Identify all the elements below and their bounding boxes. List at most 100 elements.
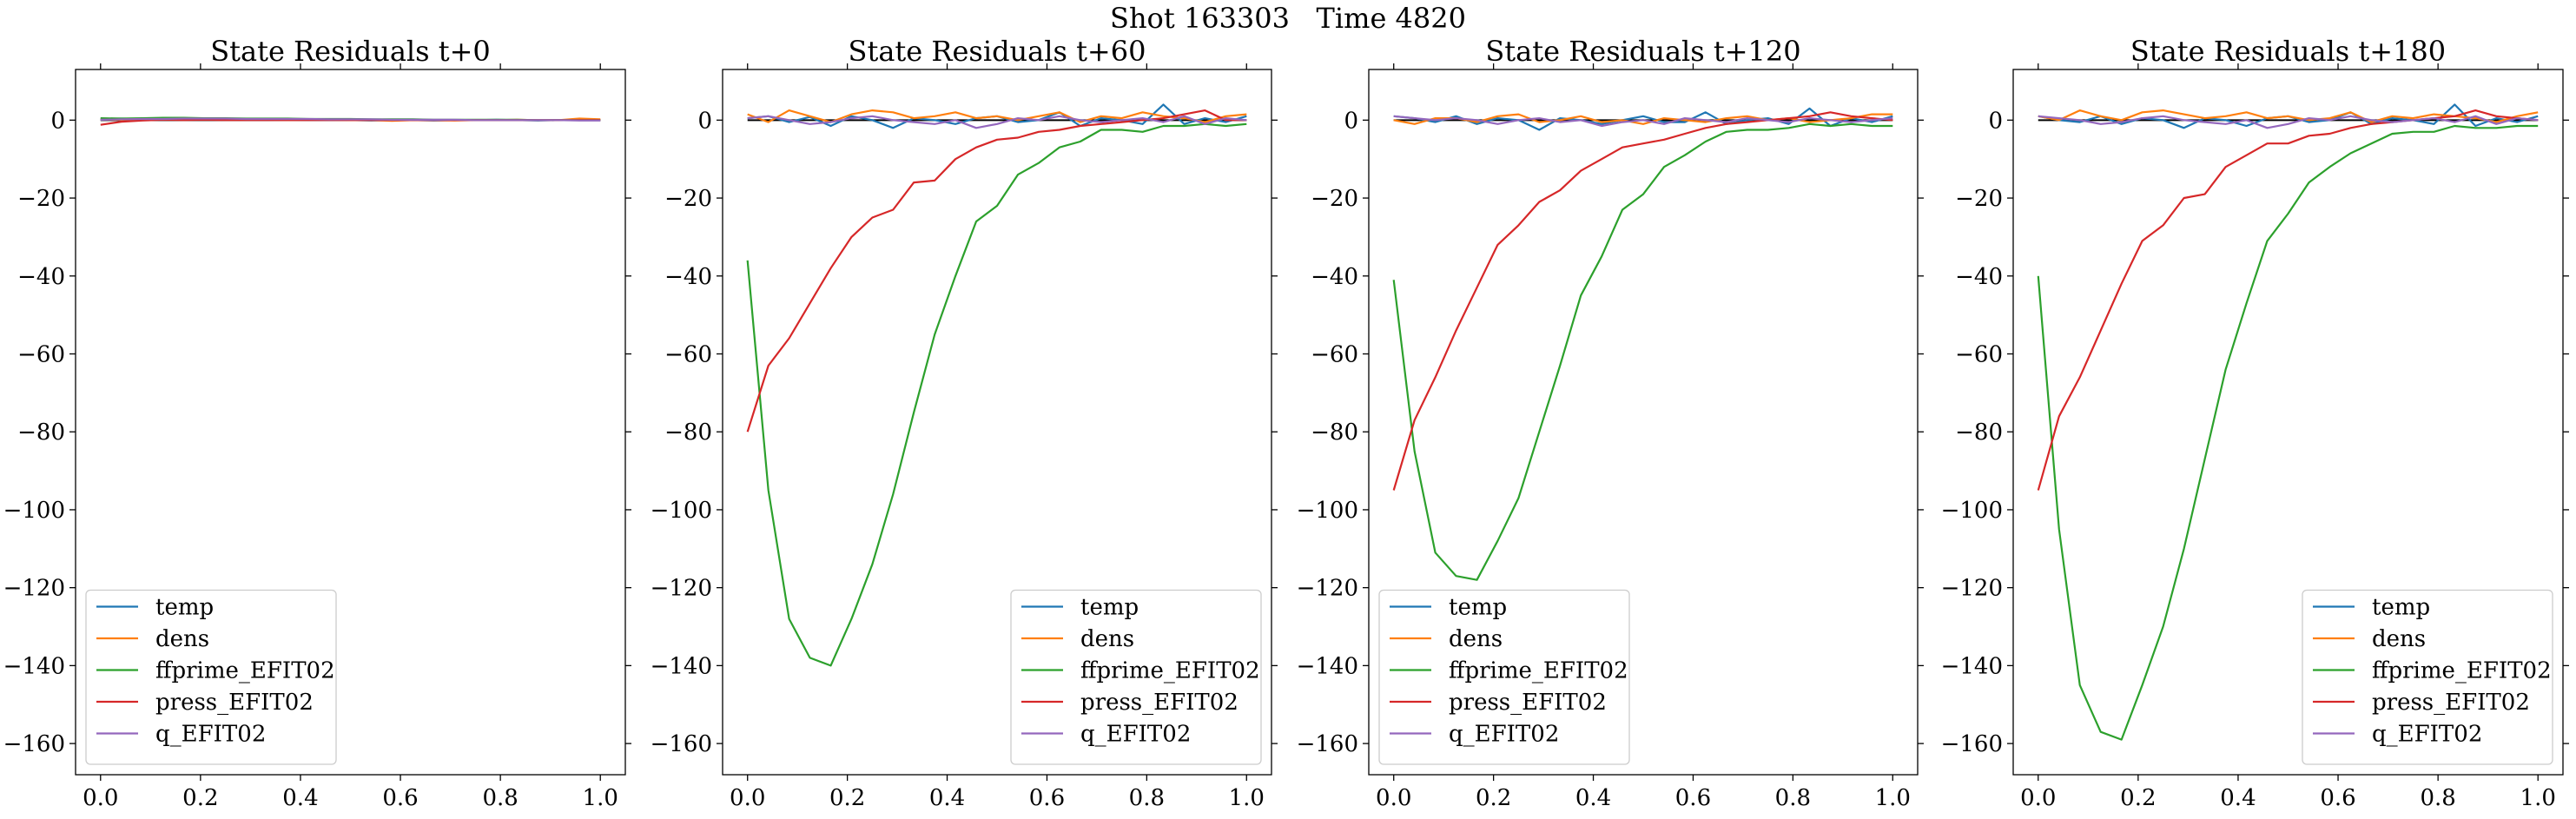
plot-frame <box>722 69 1272 776</box>
y-tick-label: −160 <box>3 731 65 757</box>
legend-frame <box>2302 589 2553 765</box>
x-tick-label: 0.0 <box>1376 785 1411 811</box>
y-tick-label: −160 <box>1941 731 2003 757</box>
x-tick-label: 0.0 <box>83 785 118 811</box>
y-tick-label: −60 <box>17 341 65 367</box>
y-tick-label: −100 <box>3 498 65 524</box>
legend-label: dens <box>1080 626 1134 652</box>
y-tick-label: −120 <box>1297 576 1358 602</box>
series-line-q_EFIT02 <box>747 115 1247 129</box>
y-tick-label: −140 <box>651 653 712 679</box>
y-tick-label: 0 <box>1344 108 1358 134</box>
x-tick-label: 1.0 <box>583 785 618 811</box>
legend-label: ffprime_EFIT02 <box>2372 658 2552 684</box>
y-tick-label: −40 <box>1955 264 2003 290</box>
series-line-dens <box>1393 113 1893 125</box>
legend-label: q_EFIT02 <box>1449 722 1559 748</box>
legend: temp dens ffprime_EFIT02 press_EFIT02 q_EFIT… <box>1378 589 1630 765</box>
x-tick-label: 1.0 <box>2520 785 2556 811</box>
x-tick-label: 0.6 <box>1675 785 1711 811</box>
chart-panel-0: State Residuals t+0 0.0 0.2 0.4 0.6 0.8 1.0 0 −2… <box>3 35 631 811</box>
y-tick-label: −80 <box>1955 419 2003 446</box>
y-tick-label: −60 <box>1955 341 2003 367</box>
x-tick-label: 1.0 <box>1229 785 1265 811</box>
x-tick-label: 0.2 <box>829 785 865 811</box>
plot-frame <box>1368 69 1919 776</box>
series-line-ffprime_EFIT02 <box>2037 124 2539 741</box>
y-tick-label: −140 <box>1941 653 2003 679</box>
legend-label: q_EFIT02 <box>2372 722 2482 748</box>
series-line-q_EFIT02 <box>1393 115 1893 128</box>
legend-label: temp <box>155 595 214 621</box>
x-tick-label: 0.2 <box>1476 785 1511 811</box>
x-tick-label: 0.2 <box>182 785 218 811</box>
series-line-ffprime_EFIT02 <box>1392 122 1893 581</box>
legend-label: press_EFIT02 <box>1449 690 1607 716</box>
y-tick-label: −40 <box>664 264 712 290</box>
series-line-press_EFIT02 <box>746 109 1247 433</box>
y-tick-label: 0 <box>1988 108 2003 134</box>
series-line-ffprime_EFIT02 <box>746 122 1247 667</box>
x-tick-label: 0.2 <box>2120 785 2156 811</box>
y-tick-label: −60 <box>664 341 712 367</box>
y-tick-label: −40 <box>17 264 65 290</box>
y-tick-label: −40 <box>1311 264 1358 290</box>
x-tick-label: 0.6 <box>1029 785 1065 811</box>
y-tick-label: −100 <box>1297 498 1358 524</box>
y-tick-label: −100 <box>651 498 712 524</box>
chart-panel-2: State Residuals t+120 0.0 0.2 0.4 0.6 0.8 1.0 0… <box>1297 35 1924 811</box>
x-tick-label: 0.4 <box>282 785 318 811</box>
legend-label: temp <box>2372 595 2430 621</box>
x-tick-label: 0.8 <box>2420 785 2455 811</box>
legend-frame <box>1010 589 1262 765</box>
y-tick-label: −160 <box>651 731 712 757</box>
legend-label: temp <box>1080 595 1139 621</box>
x-tick-label: 1.0 <box>1875 785 1911 811</box>
legend-label: dens <box>1449 626 1503 652</box>
x-tick-label: 0.4 <box>2220 785 2256 811</box>
chart-title: State Residuals t+60 <box>849 35 1146 68</box>
chart-panel-1: State Residuals t+60 0.0 0.2 0.4 0.6 0.8 1.0 0 −… <box>651 35 1278 811</box>
chart-panel-3: State Residuals t+180 0.0 0.2 0.4 0.6 0.8 1.0 0… <box>1941 35 2569 811</box>
y-tick-label: −20 <box>17 186 65 212</box>
series-line-temp <box>1393 107 1893 131</box>
x-tick-label: 0.6 <box>2320 785 2355 811</box>
legend: temp dens ffprime_EFIT02 press_EFIT02 q_EFIT… <box>2302 589 2553 765</box>
y-tick-label: −60 <box>1311 341 1358 367</box>
x-tick-label: 0.8 <box>482 785 518 811</box>
y-tick-label: −140 <box>3 653 65 679</box>
legend: temp dens ffprime_EFIT02 press_EFIT02 q_EFIT… <box>1010 589 1262 765</box>
y-tick-label: 0 <box>50 108 65 134</box>
series-line-press_EFIT02 <box>2037 109 2539 491</box>
x-tick-label: 0.4 <box>929 785 965 811</box>
legend-label: ffprime_EFIT02 <box>155 658 335 684</box>
x-tick-label: 0.0 <box>2020 785 2056 811</box>
series-line-q_EFIT02 <box>2038 115 2539 129</box>
chart-title: State Residuals t+180 <box>2130 35 2446 68</box>
legend-label: press_EFIT02 <box>155 690 314 716</box>
y-tick-label: −160 <box>1297 731 1358 757</box>
legend: temp dens ffprime_EFIT02 press_EFIT02 q_EFIT… <box>85 589 337 765</box>
legend-label: ffprime_EFIT02 <box>1449 658 1628 684</box>
y-tick-label: −120 <box>1941 576 2003 602</box>
figure-title: Shot 163303 Time 4820 <box>1110 2 1466 35</box>
legend-frame <box>85 589 337 765</box>
series-line-press_EFIT02 <box>1392 111 1893 491</box>
y-tick-label: −20 <box>1955 186 2003 212</box>
legend-label: ffprime_EFIT02 <box>1080 658 1260 684</box>
legend-frame <box>1378 589 1630 765</box>
y-tick-label: −120 <box>651 576 712 602</box>
plot-frame <box>2012 69 2564 776</box>
y-tick-label: −140 <box>1297 653 1358 679</box>
legend-label: dens <box>155 626 209 652</box>
x-tick-label: 0.8 <box>1129 785 1165 811</box>
y-tick-label: −100 <box>1941 498 2003 524</box>
chart-title: State Residuals t+0 <box>210 35 491 68</box>
legend-label: q_EFIT02 <box>155 722 266 748</box>
chart-title: State Residuals t+120 <box>1485 35 1800 68</box>
legend-label: q_EFIT02 <box>1080 722 1191 748</box>
y-tick-label: −80 <box>1311 419 1358 446</box>
y-tick-label: −120 <box>3 576 65 602</box>
legend-label: temp <box>1449 595 1507 621</box>
